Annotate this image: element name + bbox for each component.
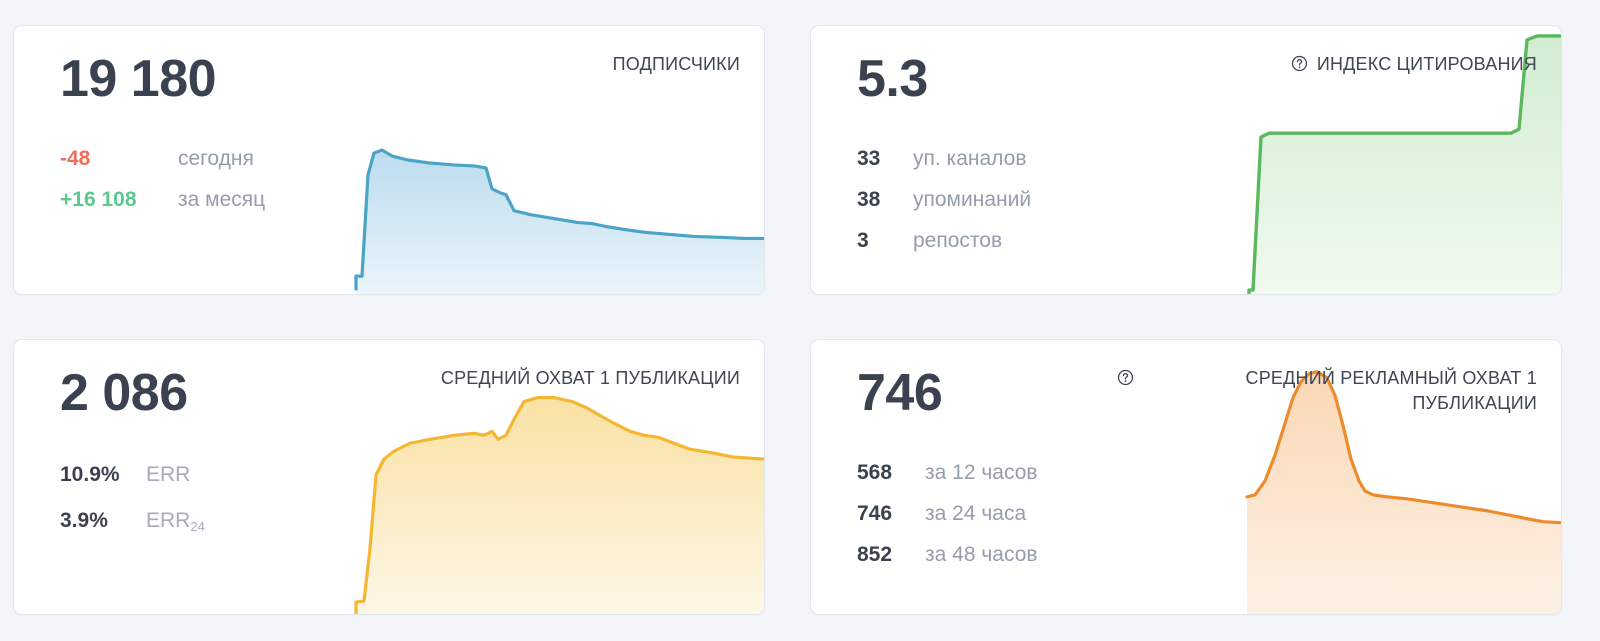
citation-index-value: 5.3 [857,50,928,108]
card-body-average-ad-reach: 746 568 за 12 часов 746 за 24 часа 852 з… [811,340,1561,575]
stat-value-month: +16 108 [60,188,137,211]
citation-stat-rows: 33 уп. каналов 38 упоминаний 3 репостов [857,138,1561,261]
stat-label-12h: за 12 часов [925,461,1038,484]
subscribers-stat-rows: -48 сегодня +16 108 за месяц [60,138,764,220]
stat-label-err24-base: ERR [146,509,191,532]
stat-value-channels: 33 [857,147,881,170]
card-title-citation-index: ИНДЕКС ЦИТИРОВАНИЯ [1291,52,1537,77]
stat-value-mentions: 38 [857,188,881,211]
average-ad-reach-value: 746 [857,364,943,422]
stat-label-err: ERR [146,463,191,486]
card-body-citation-index: 5.3 33 уп. каналов 38 упоминаний 3 репос… [811,26,1561,261]
card-title-text: ПОДПИСЧИКИ [612,54,740,74]
card-body-average-reach: 2 086 10.9% ERR 3.9% ERR24 [14,340,764,546]
stat-label-mentions: упоминаний [913,188,1032,211]
card-title-text: ИНДЕКС ЦИТИРОВАНИЯ [1316,54,1537,74]
card-title-average-ad-reach: СРЕДНИЙ РЕКЛАМНЫЙ ОХВАТ 1 ПУБЛИКАЦИИ [1117,366,1537,416]
card-title-text: СРЕДНИЙ РЕКЛАМНЫЙ ОХВАТ 1 ПУБЛИКАЦИИ [1245,368,1537,413]
stat-value-today: -48 [60,147,91,170]
stat-row: 3 репостов [857,220,1561,261]
stat-row: 3.9% ERR24 [60,498,764,546]
help-circle-icon[interactable] [1291,55,1308,72]
card-title-text: СРЕДНИЙ ОХВАТ 1 ПУБЛИКАЦИИ [440,368,740,388]
stat-label-48h: за 48 часов [925,543,1038,566]
stat-row: 746 за 24 часа [857,493,1561,534]
stat-value-err24: 3.9% [60,509,108,532]
stat-row: 568 за 12 часов [857,452,1561,493]
stat-label-channels: уп. каналов [913,147,1027,170]
card-body-subscribers: 19 180 -48 сегодня +16 108 за месяц [14,26,764,220]
stat-card-average-reach[interactable]: СРЕДНИЙ ОХВАТ 1 ПУБЛИКАЦИИ 2 086 10.9% E… [13,339,765,615]
stat-row: 38 упоминаний [857,179,1561,220]
subscribers-value: 19 180 [60,50,217,108]
stat-label-month: за месяц [178,188,266,211]
help-circle-icon[interactable] [1117,369,1134,386]
stat-label-err24: ERR24 [146,498,205,546]
stat-label-err24-subscript: 24 [190,519,205,534]
stat-value-reposts: 3 [857,229,869,252]
stat-row: 33 уп. каналов [857,138,1561,179]
stat-row: +16 108 за месяц [60,179,764,220]
stat-value-48h: 852 [857,543,893,566]
ad-reach-stat-rows: 568 за 12 часов 746 за 24 часа 852 за 48… [857,452,1561,575]
stat-label-reposts: репостов [913,229,1003,252]
card-title-subscribers: ПОДПИСЧИКИ [613,52,740,77]
average-reach-stat-rows: 10.9% ERR 3.9% ERR24 [60,452,764,546]
stat-card-subscribers[interactable]: ПОДПИСЧИКИ 19 180 -48 сегодня +16 108 за… [13,25,765,295]
stat-card-citation-index[interactable]: ИНДЕКС ЦИТИРОВАНИЯ 5.3 33 уп. каналов 38… [810,25,1562,295]
stat-card-average-ad-reach[interactable]: СРЕДНИЙ РЕКЛАМНЫЙ ОХВАТ 1 ПУБЛИКАЦИИ 746… [810,339,1562,615]
stat-value-err: 10.9% [60,463,120,486]
stat-row: 852 за 48 часов [857,534,1561,575]
average-reach-value: 2 086 [60,364,188,422]
stat-label-today: сегодня [178,147,254,170]
stat-label-24h: за 24 часа [925,502,1027,525]
stat-value-24h: 746 [857,502,893,525]
stat-row: 10.9% ERR [60,452,764,498]
stat-value-12h: 568 [857,461,893,484]
card-title-average-reach: СРЕДНИЙ ОХВАТ 1 ПУБЛИКАЦИИ [441,366,740,391]
stat-row: -48 сегодня [60,138,764,179]
